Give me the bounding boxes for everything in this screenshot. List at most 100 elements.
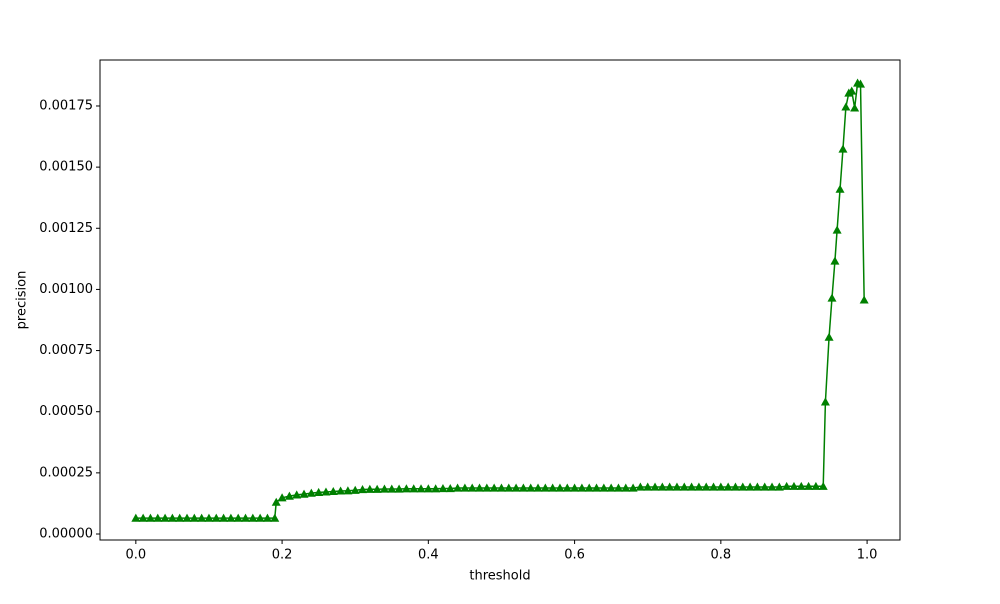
data-point (782, 481, 792, 490)
data-point (830, 256, 840, 265)
data-point (445, 484, 455, 493)
data-point (241, 513, 251, 522)
data-point (343, 486, 353, 495)
data-point (738, 482, 748, 491)
x-tick-label: 0.6 (564, 548, 585, 563)
data-point (409, 484, 419, 493)
data-point (277, 493, 287, 502)
data-point (504, 483, 514, 492)
data-point (138, 513, 148, 522)
data-point (167, 513, 177, 522)
data-point (820, 397, 830, 406)
data-point (570, 483, 580, 492)
data-point (271, 497, 281, 506)
data-point (496, 483, 506, 492)
data-point (358, 484, 368, 494)
data-point (796, 481, 806, 490)
data-point (394, 484, 404, 493)
data-point (453, 483, 463, 492)
data-point (701, 482, 711, 491)
data-point (723, 482, 733, 491)
data-point (350, 485, 360, 494)
data-point (628, 483, 638, 492)
y-tick-label: 0.00025 (39, 465, 93, 480)
data-point (540, 483, 550, 492)
data-point (489, 483, 499, 492)
data-point (475, 483, 485, 492)
data-point (328, 486, 338, 496)
data-point (284, 491, 294, 500)
data-point (716, 482, 726, 491)
data-point (431, 484, 441, 493)
data-point (555, 483, 565, 492)
data-point (314, 487, 324, 497)
data-point (248, 513, 258, 522)
data-point (584, 483, 594, 492)
data-point (548, 483, 558, 492)
data-point (145, 513, 155, 522)
data-point (438, 484, 448, 493)
data-point (657, 482, 667, 491)
data-point (665, 482, 675, 491)
data-point (577, 483, 587, 492)
data-point (336, 486, 346, 495)
data-point (856, 79, 866, 88)
data-point (643, 482, 653, 491)
data-point (379, 484, 389, 493)
data-point (613, 483, 623, 492)
data-point (365, 484, 375, 493)
y-tick-label: 0.00050 (39, 404, 93, 419)
data-point (219, 513, 229, 522)
data-point (321, 487, 331, 496)
data-point (306, 488, 316, 497)
data-point (518, 483, 528, 492)
x-tick-label: 0.4 (418, 548, 439, 563)
data-point (841, 102, 851, 111)
data-point (827, 293, 837, 302)
data-point (592, 483, 602, 492)
y-tick-label: 0.00100 (39, 282, 93, 297)
data-point (774, 482, 784, 491)
data-point (818, 481, 828, 490)
data-point (832, 225, 842, 234)
x-tick-label: 0.8 (710, 548, 731, 563)
data-point (621, 483, 631, 492)
data-point (847, 86, 857, 95)
data-point (767, 482, 777, 491)
data-point (730, 482, 740, 491)
data-point (182, 513, 192, 522)
data-point (838, 144, 848, 153)
data-point (211, 513, 221, 522)
y-tick-label: 0.00075 (39, 343, 93, 358)
data-point (262, 513, 272, 522)
data-point (745, 482, 755, 491)
data-point (482, 483, 492, 492)
data-point (460, 483, 470, 492)
plot-frame (99, 59, 901, 541)
y-tick-label: 0.00125 (39, 221, 93, 236)
data-point (635, 482, 645, 491)
data-point (599, 483, 609, 492)
data-point (562, 483, 572, 492)
data-point (255, 513, 265, 522)
data-point (131, 513, 141, 522)
data-point (811, 481, 821, 490)
data-point (233, 513, 243, 522)
data-point (197, 513, 207, 522)
data-point (467, 483, 477, 492)
data-point (416, 484, 426, 493)
data-point (153, 513, 163, 522)
data-point (859, 295, 869, 304)
y-tick-label: 0.00150 (39, 160, 93, 175)
data-point (226, 513, 236, 522)
x-axis-label: threshold (469, 569, 530, 584)
data-point (387, 484, 397, 493)
data-point (204, 513, 214, 522)
data-point (650, 482, 660, 491)
data-point (850, 103, 860, 112)
data-point (679, 482, 689, 491)
data-point (709, 482, 719, 491)
data-point (752, 482, 762, 491)
data-point (789, 481, 799, 490)
